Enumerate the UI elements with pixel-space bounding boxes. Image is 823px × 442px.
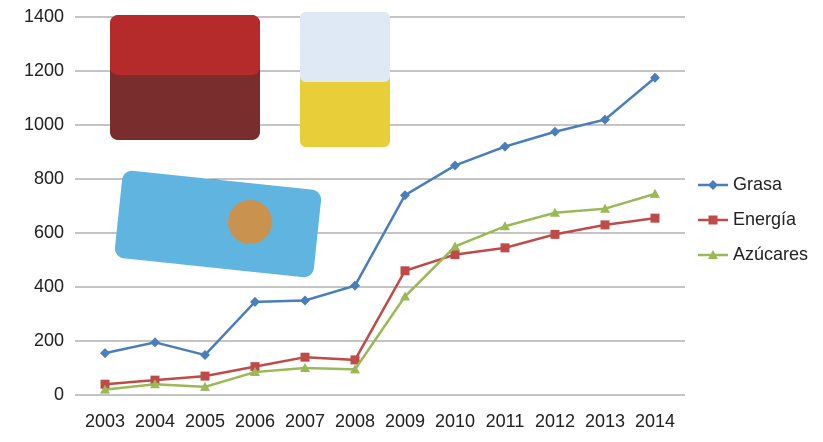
data-point <box>300 363 310 372</box>
x-tick-label: 2012 <box>535 411 575 431</box>
series-line <box>104 216 656 386</box>
data-point <box>300 352 310 362</box>
data-point <box>400 291 410 301</box>
data-point <box>100 348 110 359</box>
data-point <box>250 367 260 377</box>
chips-label <box>300 12 390 82</box>
legend-marker <box>708 250 718 259</box>
legend-label: Energía <box>733 209 797 229</box>
data-point <box>300 295 310 306</box>
data-point <box>650 213 660 223</box>
cookie <box>228 200 272 244</box>
data-point <box>550 229 560 239</box>
data-point <box>600 203 610 213</box>
legend-label: Azúcares <box>733 244 808 264</box>
data-point <box>250 296 260 307</box>
x-tick-label: 2011 <box>486 411 525 431</box>
product-images <box>110 12 390 278</box>
data-point <box>350 355 360 365</box>
y-tick-label: 1400 <box>24 6 64 26</box>
x-tick-label: 2009 <box>385 411 425 431</box>
legend-marker <box>708 215 718 225</box>
x-tick-label: 2013 <box>585 411 625 431</box>
y-tick-label: 1200 <box>24 60 64 80</box>
cookie-pack <box>114 170 322 278</box>
data-point <box>150 379 160 389</box>
x-tick-label: 2004 <box>135 411 175 431</box>
x-tick-label: 2007 <box>285 411 325 431</box>
data-point <box>500 221 510 231</box>
data-point <box>450 160 460 171</box>
y-tick-label: 600 <box>34 222 64 242</box>
x-tick-label: 2010 <box>435 411 475 431</box>
data-point <box>500 141 510 152</box>
x-tick-label: 2005 <box>185 411 225 431</box>
data-point <box>350 280 360 291</box>
data-point <box>650 72 660 83</box>
data-point <box>200 350 210 361</box>
series-line <box>104 192 656 391</box>
data-point <box>650 188 660 198</box>
legend-label: Grasa <box>733 174 783 194</box>
data-point <box>200 381 210 391</box>
x-tick-label: 2003 <box>85 411 125 431</box>
data-point <box>550 126 560 137</box>
data-point <box>550 207 560 217</box>
data-point <box>600 114 610 125</box>
data-point <box>250 362 260 372</box>
x-tick-label: 2008 <box>335 411 375 431</box>
y-tick-label: 1000 <box>24 114 64 134</box>
x-tick-label: 2014 <box>635 411 675 431</box>
data-point <box>150 337 160 348</box>
data-point <box>200 371 210 381</box>
y-tick-label: 400 <box>34 276 64 296</box>
data-point <box>450 250 460 260</box>
data-point <box>450 241 460 251</box>
data-point <box>400 266 410 276</box>
pudding-label <box>110 15 260 75</box>
legend-marker <box>708 180 718 190</box>
y-tick-label: 800 <box>34 168 64 188</box>
data-point <box>100 384 110 394</box>
y-tick-label: 0 <box>54 384 64 404</box>
data-point <box>400 190 410 201</box>
data-point <box>350 364 360 374</box>
data-point <box>500 243 510 253</box>
data-point <box>100 379 110 389</box>
series-line <box>104 76 656 357</box>
x-tick-label: 2006 <box>235 411 275 431</box>
y-tick-label: 200 <box>34 330 64 350</box>
data-point <box>600 220 610 230</box>
